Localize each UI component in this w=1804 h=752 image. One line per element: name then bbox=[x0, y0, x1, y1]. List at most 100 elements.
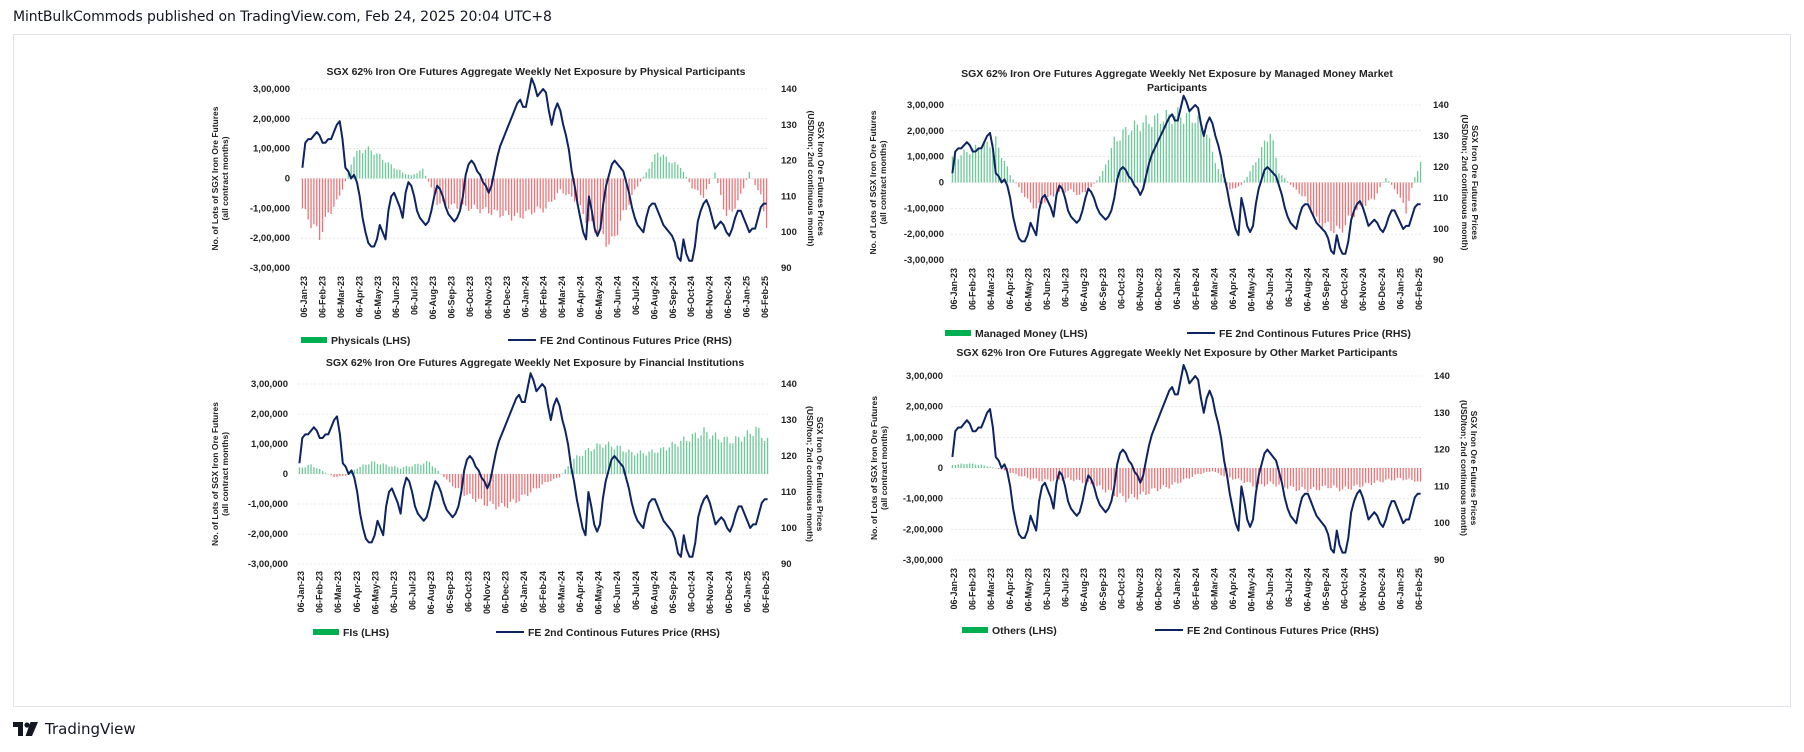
legend-bar-swatch bbox=[301, 337, 327, 343]
net-exposure-bar bbox=[748, 171, 751, 179]
net-exposure-bar bbox=[1122, 129, 1124, 183]
net-exposure-bar bbox=[1113, 136, 1115, 183]
net-exposure-bar bbox=[550, 474, 552, 482]
net-exposure-bar bbox=[527, 474, 529, 497]
net-exposure-bar bbox=[472, 474, 474, 499]
x-tick-label: 06-Nov-23 bbox=[483, 276, 493, 319]
net-exposure-bar bbox=[1142, 468, 1144, 492]
net-exposure-bar bbox=[1298, 182, 1300, 194]
chart-panel-3: SGX 62% Iron Ore Futures Aggregate Weekl… bbox=[210, 357, 825, 639]
net-exposure-bar bbox=[330, 178, 332, 214]
right-tick-label: 120 bbox=[781, 451, 797, 462]
net-exposure-bar bbox=[1292, 182, 1295, 188]
net-exposure-bar bbox=[1318, 182, 1321, 224]
net-exposure-bar bbox=[379, 153, 381, 179]
net-exposure-bar bbox=[1217, 169, 1219, 183]
net-exposure-bar bbox=[579, 178, 581, 206]
net-exposure-bar bbox=[1373, 182, 1375, 200]
x-tick-label: 06-Apr-24 bbox=[1228, 568, 1238, 610]
net-exposure-bar bbox=[654, 154, 656, 179]
chart-panel-1: SGX 62% Iron Ore Futures Aggregate Weekl… bbox=[210, 66, 826, 347]
x-tick-label: 06-Nov-24 bbox=[1358, 568, 1368, 611]
net-exposure-bar bbox=[1234, 182, 1237, 189]
net-exposure-bar bbox=[1067, 182, 1069, 192]
x-tick-label: 06-Dec-24 bbox=[1377, 568, 1387, 611]
net-exposure-bar bbox=[1286, 181, 1289, 183]
net-exposure-bar bbox=[1365, 182, 1367, 206]
net-exposure-bar bbox=[359, 149, 361, 179]
net-exposure-bar bbox=[450, 178, 453, 205]
net-exposure-bar bbox=[657, 152, 659, 179]
x-tick-label: 06-Dec-24 bbox=[723, 276, 733, 319]
net-exposure-bar bbox=[1269, 133, 1271, 183]
net-exposure-bar bbox=[1206, 134, 1208, 183]
net-exposure-bar bbox=[1200, 468, 1202, 475]
net-exposure-bar bbox=[1018, 182, 1020, 188]
net-exposure-bar bbox=[368, 464, 370, 474]
x-tick-label: 06-Sep-23 bbox=[445, 571, 455, 614]
left-axis-title-line-2: (all contract months) bbox=[878, 140, 888, 224]
x-tick-label: 06-Feb-23 bbox=[317, 276, 327, 318]
net-exposure-bar bbox=[974, 144, 977, 183]
net-exposure-bar bbox=[1417, 171, 1419, 183]
net-exposure-bar bbox=[634, 178, 636, 190]
net-exposure-bar bbox=[1168, 468, 1170, 489]
net-exposure-bar bbox=[1203, 135, 1205, 183]
net-exposure-bar bbox=[1356, 182, 1358, 211]
net-exposure-bar bbox=[743, 178, 745, 189]
net-exposure-bar bbox=[533, 178, 536, 213]
net-exposure-bar bbox=[492, 474, 494, 504]
net-exposure-bar bbox=[525, 178, 527, 212]
net-exposure-bar bbox=[1234, 468, 1237, 480]
net-exposure-bar bbox=[512, 474, 514, 500]
net-exposure-bar bbox=[657, 452, 659, 474]
net-exposure-bar bbox=[433, 178, 435, 195]
net-exposure-bar bbox=[992, 467, 994, 468]
net-exposure-bar bbox=[538, 474, 540, 489]
net-exposure-bar bbox=[757, 178, 759, 191]
net-exposure-bar bbox=[1090, 182, 1092, 188]
right-axis-title-line-2: (USD/ton; 2nd continuous month) bbox=[805, 406, 815, 542]
tradingview-logo[interactable]: TradingView bbox=[13, 720, 136, 738]
net-exposure-bar bbox=[1353, 468, 1355, 486]
net-exposure-bar bbox=[506, 474, 509, 509]
net-exposure-bar bbox=[428, 461, 431, 474]
tradingview-brand: TradingView bbox=[45, 720, 136, 738]
net-exposure-bar bbox=[709, 439, 711, 474]
left-tick-label: 2,00,000 bbox=[253, 114, 290, 125]
net-exposure-bar bbox=[1365, 468, 1367, 483]
net-exposure-bar bbox=[722, 178, 725, 210]
net-exposure-bar bbox=[605, 444, 607, 474]
chart-title: SGX 62% Iron Ore Futures Aggregate Weekl… bbox=[956, 347, 1397, 359]
net-exposure-bar bbox=[1159, 468, 1162, 489]
net-exposure-bar bbox=[977, 149, 980, 183]
net-exposure-bar bbox=[407, 174, 410, 179]
x-tick-label: 06-Aug-23 bbox=[426, 571, 436, 615]
net-exposure-bar bbox=[1399, 182, 1401, 198]
net-exposure-bar bbox=[1090, 468, 1092, 485]
net-exposure-bar bbox=[1003, 160, 1006, 183]
net-exposure-bar bbox=[1333, 468, 1335, 486]
net-exposure-bar bbox=[1185, 468, 1188, 479]
tradingview-icon bbox=[13, 722, 38, 736]
x-tick-label: 06-Sep-24 bbox=[668, 276, 678, 319]
net-exposure-bar bbox=[402, 467, 405, 474]
x-tick-label: 06-Nov-24 bbox=[705, 571, 715, 614]
net-exposure-bar bbox=[582, 178, 584, 215]
net-exposure-bar bbox=[451, 474, 454, 487]
net-exposure-bar bbox=[593, 449, 595, 474]
net-exposure-bar bbox=[1015, 468, 1017, 475]
right-tick-label: 130 bbox=[1434, 408, 1450, 419]
net-exposure-bar bbox=[376, 153, 378, 179]
x-tick-label: 06-Aug-24 bbox=[1302, 568, 1312, 612]
net-exposure-bar bbox=[639, 178, 642, 182]
net-exposure-bar bbox=[1252, 468, 1254, 487]
x-tick-label: 06-Feb-24 bbox=[1191, 568, 1201, 610]
net-exposure-bar bbox=[1301, 182, 1303, 197]
x-tick-label: 06-Nov-24 bbox=[705, 276, 715, 319]
net-exposure-bar bbox=[1362, 182, 1364, 208]
x-tick-label: 06-May-23 bbox=[1023, 568, 1033, 612]
net-exposure-bar bbox=[1220, 468, 1222, 476]
net-exposure-bar bbox=[447, 178, 450, 209]
price-line bbox=[298, 372, 768, 558]
